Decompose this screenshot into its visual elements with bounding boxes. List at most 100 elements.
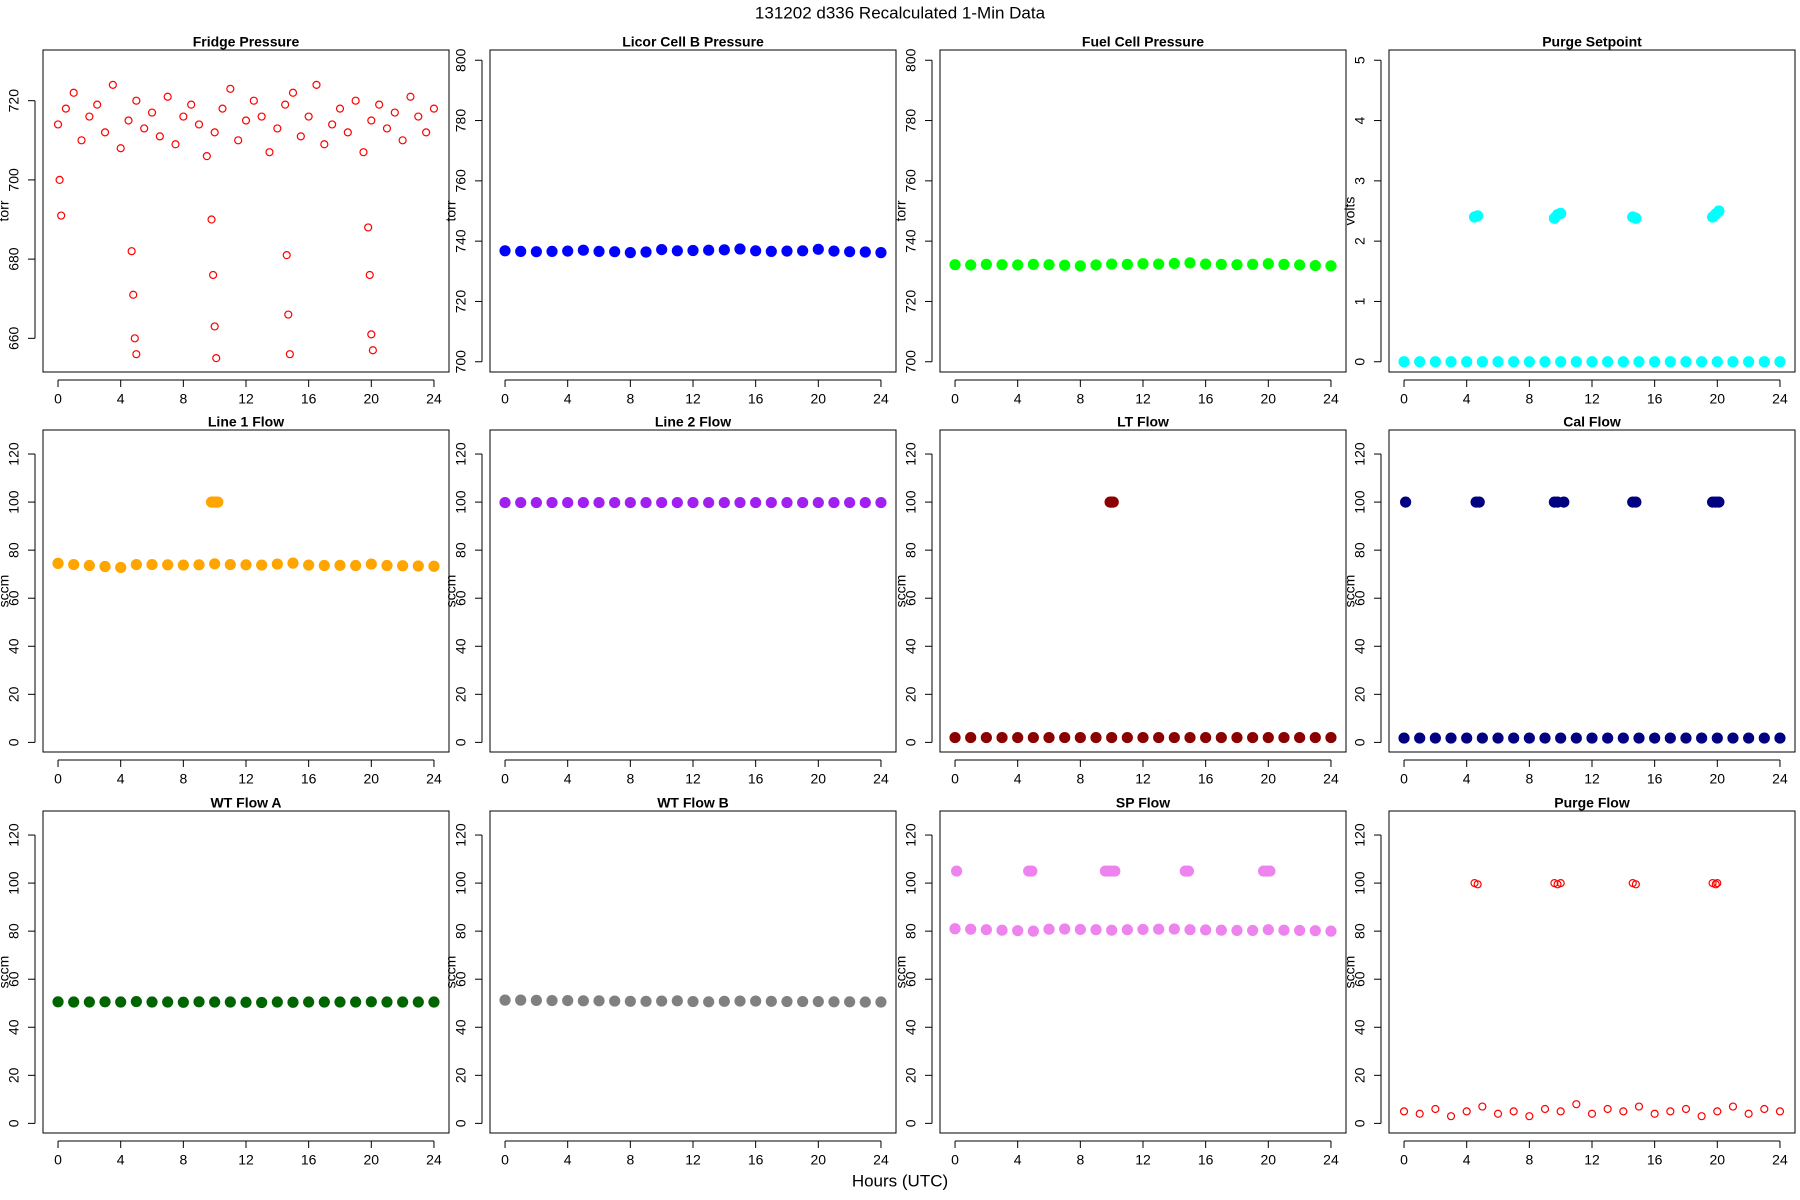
point [750,245,762,257]
y-tick-label: 80 [453,923,469,939]
point [1664,732,1676,744]
y-tick-label: 0 [453,738,469,746]
y-tick-label: 800 [903,48,919,72]
point [1728,1102,1738,1111]
point [1090,731,1102,744]
point [1090,259,1102,271]
point [52,557,64,569]
point [328,120,337,129]
point [1633,356,1645,368]
point [703,496,715,509]
point [202,152,211,161]
point [656,243,668,256]
y-tick-label: 80 [6,923,22,939]
point [1106,258,1118,270]
point [640,496,652,509]
point [1184,257,1196,269]
y-tick-label: 3 [1352,177,1368,185]
point [130,334,139,343]
point [193,559,205,571]
y-axis-label: sccm [0,956,12,989]
point [1398,356,1410,368]
point [1586,356,1598,368]
y-tick-label: 20 [903,686,919,702]
x-tick-label: 20 [811,771,827,787]
x-tick-label: 16 [1198,1152,1214,1168]
x-tick-label: 24 [1323,391,1339,407]
point [146,558,158,571]
point [609,995,621,1007]
point [1012,925,1024,937]
point [140,124,149,133]
point [499,245,511,257]
x-tick-label: 4 [117,1152,125,1168]
y-tick-label: 720 [6,89,22,113]
point [687,995,699,1008]
y-axis-label: torr [893,200,909,221]
point [765,496,777,509]
x-tick-label: 4 [117,391,125,407]
point [428,560,440,572]
point [875,996,887,1008]
point [303,559,315,571]
point [334,996,346,1008]
x-tick-label: 4 [1014,391,1022,407]
point [318,996,330,1008]
point [1493,1109,1503,1118]
x-tick-label: 0 [501,391,509,407]
x-tick-label: 8 [626,1152,634,1168]
point [271,996,283,1008]
point [1472,210,1484,222]
y-tick-label: 700 [453,350,469,374]
point [1090,924,1102,936]
point [1137,923,1149,936]
point [499,496,511,509]
x-tick-label: 12 [685,771,701,787]
x-tick-label: 8 [179,771,187,787]
point [1697,1112,1706,1121]
point [55,175,64,185]
point [593,496,605,509]
point [996,924,1008,936]
panel-title: Fuel Cell Pressure [1082,34,1204,50]
point [812,243,824,255]
point [1617,732,1629,744]
point [546,496,558,509]
y-tick-label: 20 [453,1067,469,1083]
point [210,322,219,331]
point [240,559,252,571]
point [1664,356,1676,368]
point [1153,258,1165,270]
point [1570,732,1582,744]
y-tick-label: 80 [453,542,469,558]
point [1247,258,1259,270]
point [177,996,189,1008]
point [875,247,887,259]
point [375,100,384,109]
point [207,215,216,224]
point [1106,731,1118,744]
point [1633,732,1645,744]
point [656,496,668,509]
x-tick-label: 24 [426,1152,442,1168]
point [844,996,856,1008]
point [83,996,95,1008]
panel-title: LT Flow [1117,414,1169,430]
point [1492,356,1504,368]
point [1743,732,1755,744]
point [949,731,961,744]
point [530,994,542,1006]
point [130,995,142,1008]
x-tick-label: 4 [1463,771,1471,787]
point [1262,258,1274,270]
x-tick-label: 12 [685,391,701,407]
point [422,128,431,137]
y-tick-label: 120 [1352,823,1368,847]
point [132,96,141,105]
point [1760,1104,1769,1114]
x-tick-label: 0 [1400,1152,1408,1168]
y-tick-label: 20 [1352,686,1368,702]
point [209,996,221,1008]
point [859,996,871,1008]
point [703,996,715,1008]
